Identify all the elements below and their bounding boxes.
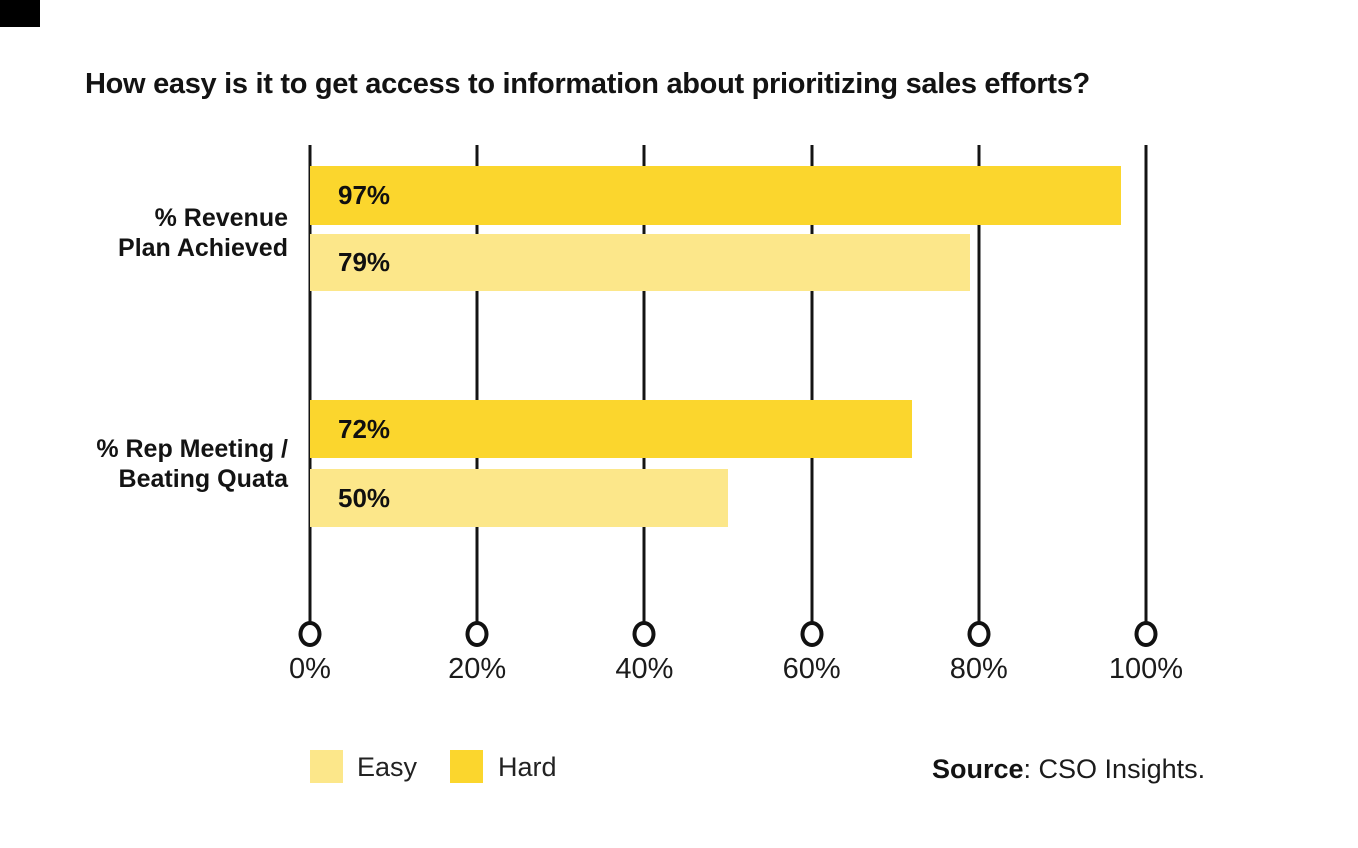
- tick-label-60%: 60%: [782, 653, 841, 685]
- source-label: Source: [932, 754, 1024, 784]
- axis-circle-40%: [632, 621, 656, 647]
- bar-quota-easy: 50%: [310, 469, 728, 527]
- tick-label-100%: 100%: [1108, 653, 1184, 685]
- category-label-rep-quota: % Rep Meeting / Beating Quata: [40, 434, 288, 494]
- bar-value-label: 97%: [338, 180, 391, 210]
- gridline-0%: [308, 145, 312, 623]
- legend-label-easy: Easy: [357, 752, 418, 782]
- gridline-20%: [475, 145, 479, 623]
- source-text: : CSO Insights.: [1023, 754, 1206, 784]
- bar-value-label: 79%: [338, 247, 391, 277]
- gridline-100%: [1144, 145, 1148, 623]
- gridline-60%: [810, 145, 814, 623]
- legend-swatch-easy: [310, 750, 343, 783]
- category-label-revenue-plan: % Revenue Plan Achieved: [40, 203, 288, 263]
- tick-label-20%: 20%: [448, 653, 507, 685]
- axis-circle-100%: [1134, 621, 1158, 647]
- bar-quota-hard: 72%: [310, 400, 912, 458]
- bar-value-label: 50%: [338, 482, 391, 513]
- corner-mark: [0, 0, 40, 27]
- tick-label-0%: 0%: [289, 653, 331, 685]
- bar-value-label: 72%: [338, 413, 391, 444]
- axis-circle-20%: [465, 621, 489, 647]
- tick-label-40%: 40%: [615, 653, 674, 685]
- source-line: Source: CSO Insights.: [932, 754, 1205, 785]
- category-label-line: % Rep Meeting /: [96, 435, 288, 463]
- legend-swatch-hard: [450, 750, 483, 783]
- tick-label-80%: 80%: [949, 653, 1008, 685]
- chart-title: How easy is it to get access to informat…: [85, 68, 1090, 100]
- category-label-line: % Revenue: [154, 204, 288, 232]
- legend-label-hard: Hard: [498, 752, 557, 782]
- axis-circle-60%: [800, 621, 824, 647]
- axis-circle-80%: [967, 621, 991, 647]
- gridline-40%: [642, 145, 646, 623]
- axis-circle-0%: [298, 621, 322, 647]
- axis-tick-layer: 0% 20% 40% 60% 80% 100%: [289, 653, 1183, 689]
- plot-area: 97% 79% 72% 50%: [308, 145, 1148, 623]
- axis-circle-layer: [298, 621, 1158, 647]
- gridline-80%: [977, 145, 981, 623]
- bar-revenue-hard: 97%: [310, 166, 1121, 225]
- bar-revenue-easy: 79%: [310, 234, 971, 291]
- category-label-line: Plan Achieved: [118, 234, 288, 262]
- category-label-line: Beating Quata: [118, 465, 288, 493]
